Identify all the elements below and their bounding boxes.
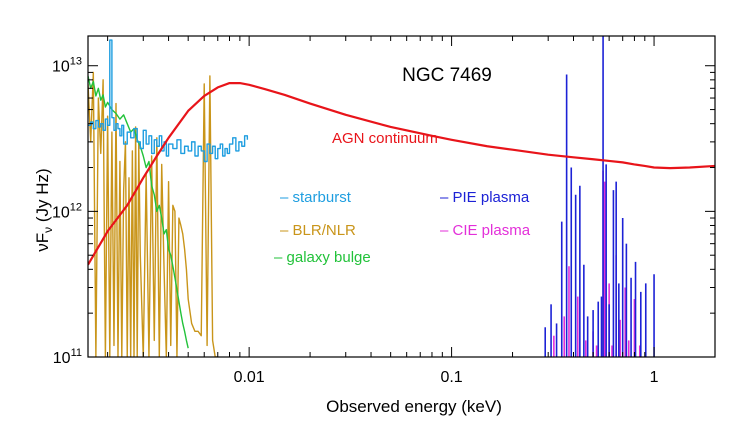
legend-entry: – PIE plasma: [440, 189, 530, 206]
series-blr-nlr: [88, 71, 218, 357]
x-tick-label: 1: [650, 369, 659, 386]
labels-layer: 0.01 0.1 1 1011 1012 1013 – starburst – BLR/NLR…: [52, 56, 659, 386]
y-tick-label: 1011: [53, 347, 82, 367]
legend-entry: – BLR/NLR: [280, 222, 356, 239]
x-tick-label: 0.1: [440, 369, 462, 386]
series-agn-continuum: [88, 81, 715, 266]
legend-entry: – CIE plasma: [440, 222, 531, 239]
x-tick-label: 0.01: [234, 369, 265, 386]
series-starburst: [88, 39, 249, 163]
ticks-layer: [88, 36, 716, 358]
legend-entry: – galaxy bulge: [274, 249, 371, 266]
y-axis-label-sub: ν: [41, 227, 55, 233]
legend-entry: – starburst: [280, 189, 352, 206]
y-tick-label: 1013: [52, 56, 82, 76]
y-axis-label-main: νF: [33, 233, 52, 252]
y-axis-label-unit: (Jy Hz): [33, 168, 52, 227]
series-pie-plasma: [544, 36, 655, 357]
y-axis-label: νFν (Jy Hz): [33, 168, 55, 251]
agn-continuum-label: AGN continuum: [332, 130, 438, 147]
chart-title: NGC 7469: [402, 65, 492, 86]
plot-frame: [87, 35, 716, 358]
x-axis-label: Observed energy (keV): [326, 397, 502, 416]
series-layer: [88, 36, 715, 357]
series-galaxy-bulge: [88, 75, 189, 349]
y-tick-label: 1012: [52, 201, 82, 221]
